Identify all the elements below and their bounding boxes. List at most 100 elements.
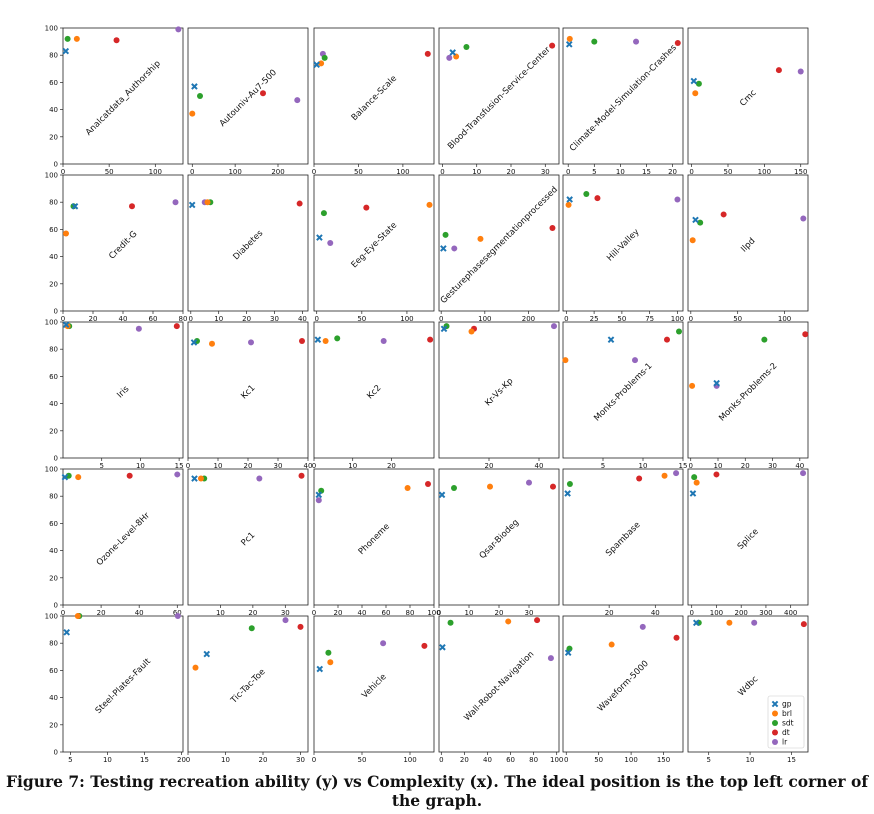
panel-title: Credit-G (107, 229, 139, 261)
y-tick-label: 80 (49, 52, 58, 60)
y-tick-label: 60 (49, 667, 58, 675)
legend-marker-dt (772, 729, 778, 736)
point-sdt (697, 219, 704, 226)
x-tick-label: 50 (617, 315, 626, 323)
x-tick-label: 100 (624, 756, 637, 764)
panel: 0 20 40 60 80 100 Phoneme (312, 468, 441, 617)
x-tick-label: 0 (186, 462, 190, 470)
point-lr (526, 479, 532, 486)
panel-title: Eeg-Eye-State (350, 221, 400, 271)
point-brl (322, 338, 329, 345)
scatter-grid: 0 50 100020406080100Analcatdata_Authorship… (45, 25, 809, 764)
legend-label-lr: lr (782, 738, 788, 747)
panel: 0 100 200 Gesturephasesegmentationprocessed (438, 174, 560, 323)
panel-title: Phoneme (357, 522, 392, 557)
point-brl (661, 472, 668, 479)
x-tick-label: 30 (296, 756, 305, 764)
x-tick-label: 10 (348, 462, 357, 470)
panel: 10 20 30 Pc1 (187, 468, 309, 617)
panel-title: Tic-Tac-Toe (228, 667, 267, 706)
point-lr (800, 215, 807, 222)
point-gp (203, 650, 211, 658)
x-tick-label: 60 (173, 609, 182, 617)
point-brl (197, 475, 204, 482)
point-brl (468, 328, 475, 335)
x-tick-label: 0 (439, 756, 443, 764)
point-gp (313, 61, 320, 69)
point-gp (191, 83, 198, 90)
point-gp (689, 490, 697, 497)
point-gp (62, 47, 70, 55)
point-dt (713, 471, 720, 478)
legend-label-dt: dt (782, 728, 790, 737)
point-brl (327, 659, 334, 666)
panel-title: Steel-Plates-Fault (94, 656, 154, 716)
point-dt (425, 480, 431, 487)
y-tick-label: 20 (49, 133, 58, 141)
panel-frame (562, 174, 684, 312)
x-tick-label: 20 (741, 462, 750, 470)
point-gp (316, 234, 323, 241)
panel: 0 25 50 75 100 Hill-Valley (562, 174, 684, 323)
panel-frame (62, 27, 184, 165)
legend-label-brl: brl (782, 709, 792, 718)
point-sdt (320, 210, 327, 217)
point-brl (192, 664, 199, 671)
point-dt (427, 336, 434, 343)
x-tick-label: 30 (281, 609, 290, 617)
x-tick-label: 5 (68, 756, 72, 764)
point-dt (549, 42, 556, 49)
x-tick-label: 50 (724, 168, 733, 176)
x-tick-label: 50 (105, 168, 114, 176)
point-sdt (761, 336, 768, 343)
point-sdt (591, 38, 598, 45)
panel-title: Blood-Transfusion-Service-Center (446, 45, 553, 152)
panel-frame (562, 27, 684, 165)
point-gp (438, 491, 446, 499)
point-lr (547, 655, 554, 662)
point-lr (248, 339, 254, 346)
x-tick-label: 15 (679, 462, 688, 470)
x-tick-label: 0 (312, 462, 316, 470)
x-tick-label: 10 (136, 462, 145, 470)
point-sdt (691, 474, 698, 481)
panel-title: Ilpd (739, 236, 757, 254)
point-brl (74, 613, 81, 619)
x-tick-label: 60 (149, 315, 158, 323)
panel-title: Vehicle (360, 672, 389, 701)
point-lr (797, 68, 804, 75)
panel-title: Iris (115, 384, 132, 401)
point-lr (380, 338, 387, 345)
y-tick-label: 60 (49, 373, 58, 381)
x-tick-label: 30 (525, 609, 534, 617)
panel: 0 50 100 Ilpd (687, 174, 809, 323)
point-gp (439, 643, 446, 651)
x-tick-label: 0 (688, 462, 692, 470)
x-tick-label: 30 (270, 315, 279, 323)
point-lr (380, 640, 387, 647)
point-brl (565, 201, 572, 208)
point-sdt (566, 480, 573, 487)
point-dt (800, 621, 807, 628)
x-tick-label: 20 (334, 609, 343, 617)
legend-label-gp: gp (782, 700, 792, 709)
y-tick-label: 0 (54, 749, 58, 757)
point-lr (315, 497, 322, 504)
point-sdt (248, 625, 255, 632)
panel-frame (313, 27, 435, 165)
point-brl (689, 237, 696, 244)
point-sdt (442, 231, 449, 238)
point-brl (404, 485, 411, 492)
point-brl (318, 60, 325, 67)
x-tick-label: 5 (706, 756, 710, 764)
point-gp (566, 196, 573, 203)
y-tick-label: 40 (49, 253, 58, 261)
y-tick-label: 40 (49, 547, 58, 555)
x-tick-label: 100 (228, 168, 241, 176)
panel: 0 50 100 150 Waveform-5000 (562, 615, 684, 764)
x-tick-label: 100 (427, 609, 440, 617)
panel-title: Monks-Problems-2 (717, 361, 779, 423)
point-gp (692, 619, 700, 627)
x-tick-label: 40 (358, 609, 367, 617)
point-dt (549, 225, 556, 232)
